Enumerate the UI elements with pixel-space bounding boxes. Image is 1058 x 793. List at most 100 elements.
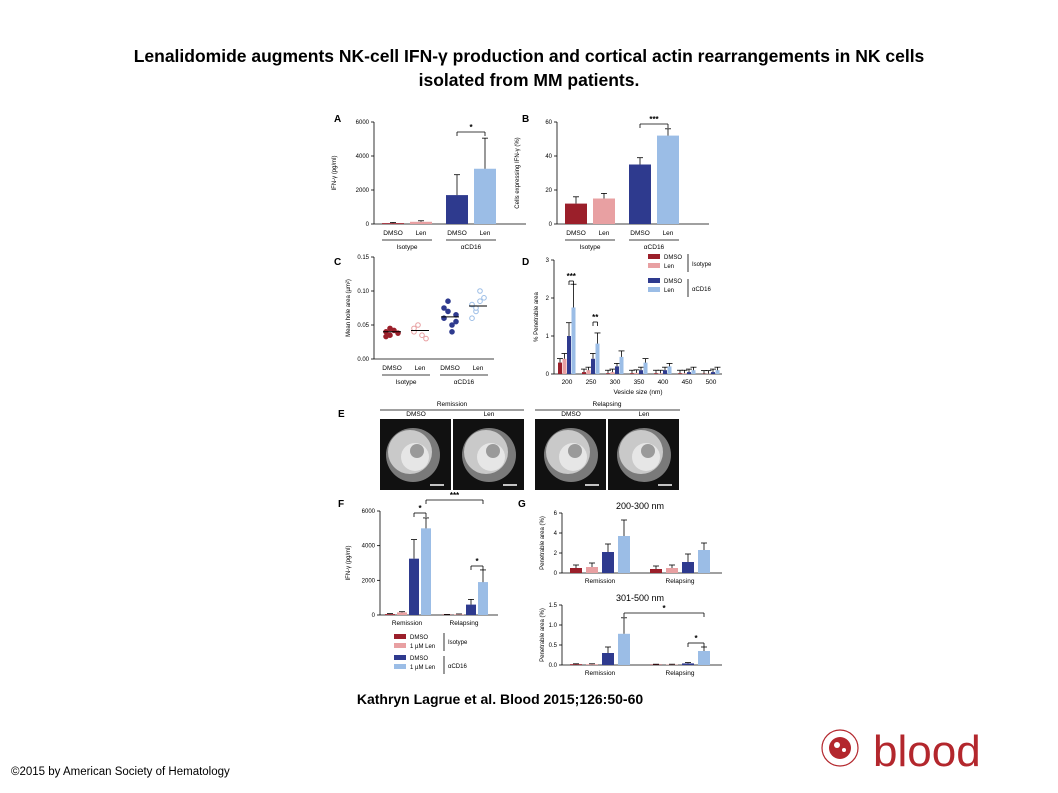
panel-label: A xyxy=(334,114,341,125)
bar xyxy=(397,612,407,615)
y-tick-label: 0.10 xyxy=(357,289,369,295)
x-tick-label: Remission xyxy=(585,578,616,585)
sig-label: * xyxy=(418,504,422,513)
y-axis-label: Mean hole area (µm²) xyxy=(346,279,352,337)
data-point xyxy=(481,295,487,301)
bar xyxy=(639,370,643,374)
y-tick-label: 0 xyxy=(546,372,550,378)
legend-group-label: Isotype xyxy=(692,262,712,268)
bar xyxy=(657,135,679,224)
x-axis-label: Vesicle size (nm) xyxy=(613,389,662,396)
sig-label: * xyxy=(475,557,479,566)
y-tick-label: 0 xyxy=(366,222,370,228)
blood-logo: blood xyxy=(821,727,981,776)
citation: Kathryn Lagrue et al. Blood 2015;126:50-… xyxy=(356,691,644,707)
y-tick-label: 6000 xyxy=(362,509,376,515)
image-label: Len xyxy=(639,411,650,418)
y-axis-label: Penetrable area (%) xyxy=(540,516,546,570)
x-tick-label: 350 xyxy=(634,379,645,386)
data-point xyxy=(469,315,475,322)
y-tick-label: 20 xyxy=(545,188,552,194)
bar xyxy=(382,223,404,224)
y-axis-label: Cells expressing IFN-γ (%) xyxy=(515,137,521,208)
legend-label: Len xyxy=(664,288,674,294)
bar xyxy=(421,528,431,615)
x-tick-label: Relapsing xyxy=(666,670,695,677)
legend-group-label: Isotype xyxy=(448,640,468,646)
bar xyxy=(634,372,639,374)
logo-seal-ring xyxy=(821,729,859,767)
group-label: Remission xyxy=(437,401,468,408)
data-point xyxy=(441,305,447,311)
x-tick-label: 400 xyxy=(658,379,669,386)
y-tick-label: 0.5 xyxy=(549,643,558,649)
bar xyxy=(682,373,687,374)
bar xyxy=(466,604,476,615)
legend-swatch xyxy=(394,655,406,660)
group-label: Isotype xyxy=(397,244,418,251)
panel-label: B xyxy=(522,114,529,125)
x-tick-label: 250 xyxy=(586,379,597,386)
y-tick-label: 2000 xyxy=(356,188,370,194)
bar xyxy=(606,373,610,374)
data-point xyxy=(449,329,455,335)
y-tick-label: 0 xyxy=(554,571,558,577)
sig-label: *** xyxy=(567,272,577,281)
data-point xyxy=(453,318,459,325)
x-tick-label: Len xyxy=(416,230,427,237)
x-tick-label: DMSO xyxy=(447,230,467,237)
panel-label: F xyxy=(338,499,344,510)
bar xyxy=(595,343,600,374)
bar xyxy=(610,372,615,374)
y-tick-label: 3 xyxy=(546,258,550,264)
bar xyxy=(630,373,634,374)
legend-swatch xyxy=(648,278,660,283)
bar xyxy=(691,370,696,374)
panel-label: G xyxy=(518,499,526,510)
bar xyxy=(409,558,419,615)
image-label: DMSO xyxy=(406,411,426,418)
sig-label: * xyxy=(662,604,666,613)
bar xyxy=(446,195,468,224)
bar xyxy=(698,651,710,665)
copyright: ©2015 by American Society of Hematology xyxy=(11,766,230,778)
x-tick-label: Relapsing xyxy=(666,578,695,585)
bar xyxy=(454,614,464,615)
y-tick-label: 0.05 xyxy=(357,323,369,329)
y-tick-label: 1.5 xyxy=(549,603,558,609)
sig-label: *** xyxy=(649,115,659,124)
bar xyxy=(618,536,630,573)
title-line-1: Lenalidomide augments NK-cell IFN-γ prod… xyxy=(133,46,925,66)
cell-shape xyxy=(486,444,500,458)
logo-seal-cell xyxy=(829,737,851,759)
y-tick-label: 6 xyxy=(554,511,558,517)
subchart-title: 301-500 nm xyxy=(616,593,664,603)
cell-shape xyxy=(568,444,582,458)
x-tick-label: DMSO xyxy=(440,365,460,372)
bar xyxy=(582,372,586,374)
bar xyxy=(478,582,488,615)
bar xyxy=(682,562,694,573)
legend-label: DMSO xyxy=(410,635,428,641)
y-tick-label: 1 xyxy=(546,334,550,340)
bar xyxy=(570,568,582,573)
bar xyxy=(687,372,691,374)
group-label: Isotype xyxy=(396,379,417,386)
bar xyxy=(698,550,710,573)
bar xyxy=(591,358,595,374)
bar xyxy=(663,370,667,374)
logo-seal-dot xyxy=(834,742,840,748)
legend-label: DMSO xyxy=(664,255,682,261)
legend-swatch xyxy=(394,643,406,648)
bar xyxy=(711,372,715,374)
data-point xyxy=(445,308,451,315)
figure-title: Lenalidomide augments NK-cell IFN-γ prod… xyxy=(20,44,1038,92)
panel-label: C xyxy=(334,257,341,268)
group-label: αCD16 xyxy=(644,244,665,251)
bar xyxy=(629,164,651,224)
legend-swatch xyxy=(394,664,406,669)
y-tick-label: 2000 xyxy=(362,578,376,584)
legend-label: DMSO xyxy=(664,279,682,285)
bar xyxy=(562,358,567,374)
x-tick-label: Len xyxy=(663,230,674,237)
